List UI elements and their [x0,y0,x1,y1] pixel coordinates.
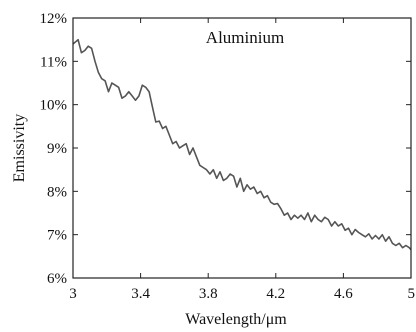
x-axis-label: Wavelength/μm [185,311,287,328]
x-tick-label: 3.4 [131,286,150,302]
y-tick-label: 9% [47,141,67,157]
series-layer [72,38,412,251]
axis-ticks: 3 3.4 3.8 4.2 4.6 5 6% 7% 8% 9% 10% 11% 12% [40,11,416,302]
y-tick-label: 12% [40,11,68,27]
series-line [72,38,412,251]
x-tick-label: 4.2 [266,286,285,302]
y-tick-label: 7% [47,228,67,244]
plot-frame [72,17,412,279]
x-tick-label: 5 [408,286,416,302]
x-tick-label: 4.6 [334,286,353,302]
chart-annotation: Aluminium [206,28,284,47]
y-tick-label: 8% [47,184,67,200]
y-axis-label: Emissivity [11,114,28,182]
y-tick-label: 10% [40,98,68,114]
y-tick-label: 11% [40,54,67,70]
y-tick-label: 6% [47,271,67,287]
x-tick-label: 3.8 [199,286,218,302]
x-tick-label: 3 [69,286,77,302]
